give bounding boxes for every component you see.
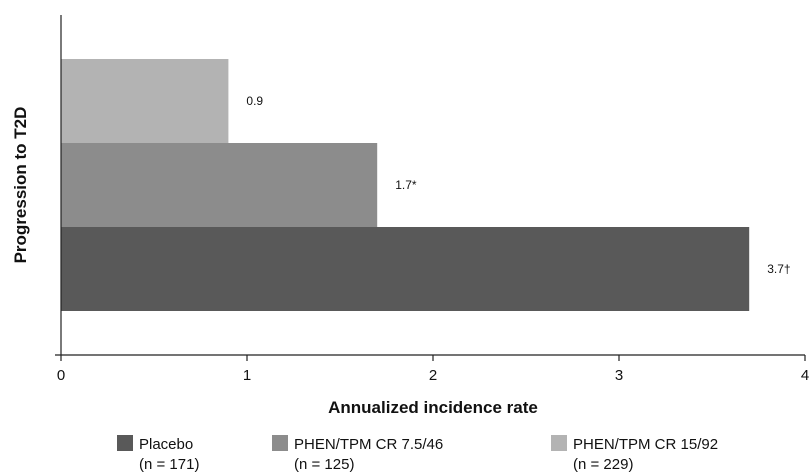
x-tick-label-3: 3 [615, 367, 623, 384]
x-axis-title: Annualized incidence rate [328, 398, 538, 417]
y-axis-title: Progression to T2D [11, 107, 30, 264]
legend-label-0: Placebo [139, 436, 193, 453]
legend-label-1: PHEN/TPM CR 7.5/46 [294, 436, 443, 453]
legend-label-2: PHEN/TPM CR 15/92 [573, 436, 718, 453]
x-ticks-group: 0 1 2 3 4 [57, 355, 809, 384]
x-tick-label-1: 1 [243, 367, 251, 384]
legend: Placebo (n = 171) PHEN/TPM CR 7.5/46 (n = 1… [117, 435, 718, 473]
legend-swatch-2 [551, 435, 567, 451]
legend-sublabel-2: (n = 229) [573, 456, 633, 473]
legend-sublabel-1: (n = 125) [294, 456, 354, 473]
bar-labels-group: 3.7† 1.7* 0.9 [246, 94, 790, 276]
bars-group [61, 59, 750, 311]
bar-value-label-1: 1.7* [395, 178, 417, 192]
axes-group [55, 15, 805, 356]
bar-value-label-0: 3.7† [767, 262, 790, 276]
bar-value-label-2: 0.9 [246, 94, 263, 108]
bar-2 [61, 59, 229, 143]
legend-swatch-0 [117, 435, 133, 451]
bar-1 [61, 143, 378, 227]
legend-swatch-1 [272, 435, 288, 451]
x-tick-label-2: 2 [429, 367, 437, 384]
x-tick-label-4: 4 [801, 367, 809, 384]
legend-sublabel-0: (n = 171) [139, 456, 199, 473]
x-tick-label-0: 0 [57, 367, 65, 384]
bar-0 [61, 227, 750, 311]
